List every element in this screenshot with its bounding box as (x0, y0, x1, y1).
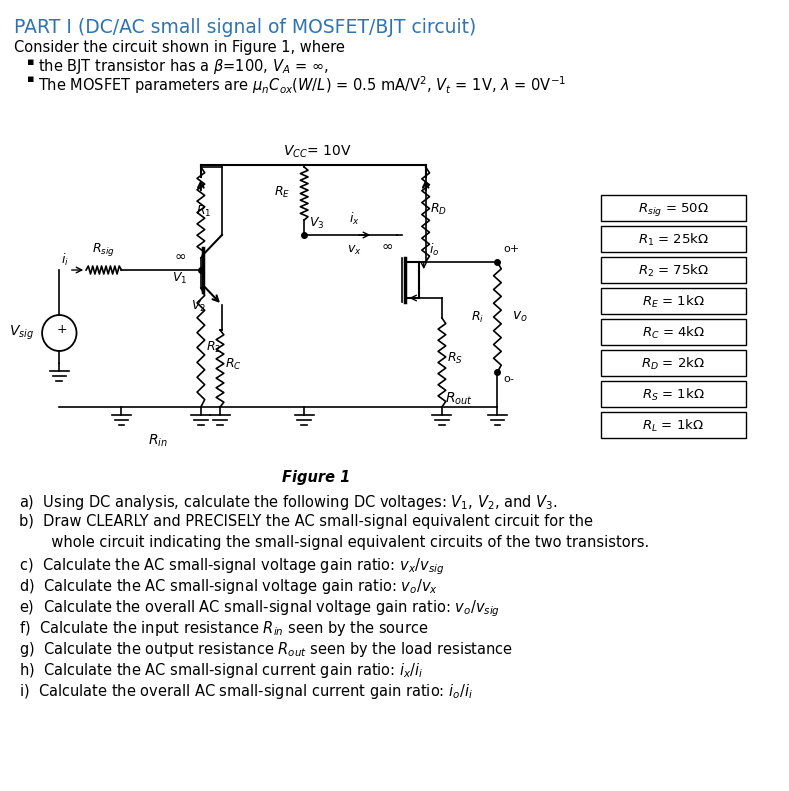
Text: ▪: ▪ (27, 57, 34, 67)
Text: $\infty$: $\infty$ (381, 239, 394, 253)
Bar (600, 412, 746, 438)
Text: $R_C$ = 4kΩ: $R_C$ = 4kΩ (641, 325, 705, 341)
Text: $\boldsymbol{R_{in}}$: $\boldsymbol{R_{in}}$ (148, 433, 168, 449)
Text: $R_{out}$: $R_{out}$ (445, 391, 473, 407)
Bar (600, 319, 746, 345)
Text: $R_D$: $R_D$ (431, 202, 447, 217)
Text: h)  Calculate the AC small-signal current gain ratio: $i_x$/$i_i$: h) Calculate the AC small-signal current… (19, 661, 424, 680)
Text: $V_1$: $V_1$ (172, 271, 188, 286)
Text: The MOSFET parameters are $\mu_n C_{ox}(W/L)$ = 0.5 mA/V$^2$, $V_t$ = 1V, $\lamb: The MOSFET parameters are $\mu_n C_{ox}(… (38, 74, 567, 96)
Text: $R_C$: $R_C$ (225, 357, 241, 372)
Text: $i_x$: $i_x$ (349, 211, 359, 227)
Text: f)  Calculate the input resistance $\boldsymbol{R_{in}}$ seen by the source: f) Calculate the input resistance $\bold… (19, 619, 428, 638)
Text: c)  Calculate the AC small-signal voltage gain ratio: $v_x$/$v_{sig}$: c) Calculate the AC small-signal voltage… (19, 556, 445, 577)
Text: the BJT transistor has a $\beta$=100, $V_A$ = $\infty$,: the BJT transistor has a $\beta$=100, $V… (38, 57, 329, 76)
Text: Consider the circuit shown in Figure 1, where: Consider the circuit shown in Figure 1, … (14, 40, 346, 55)
Bar (600, 381, 746, 407)
Text: $R_1$ = 25kΩ: $R_1$ = 25kΩ (638, 232, 709, 248)
Text: d)  Calculate the AC small-signal voltage gain ratio: $v_o$/$v_x$: d) Calculate the AC small-signal voltage… (19, 577, 438, 596)
Bar (600, 288, 746, 314)
Text: $R_D$ = 2kΩ: $R_D$ = 2kΩ (641, 356, 705, 372)
Text: Figure 1: Figure 1 (282, 470, 350, 485)
Text: $R_2$: $R_2$ (206, 339, 221, 354)
Text: $i_i$: $i_i$ (62, 252, 69, 268)
Text: $v_o$: $v_o$ (512, 310, 528, 324)
Text: whole circuit indicating the small-signal equivalent circuits of the two transis: whole circuit indicating the small-signa… (19, 535, 649, 550)
Text: ▪: ▪ (27, 74, 34, 84)
Text: $v_x$: $v_x$ (346, 244, 361, 257)
Text: $R_E$: $R_E$ (274, 184, 290, 199)
Text: $R_S$: $R_S$ (447, 351, 462, 366)
Text: $R_S$ = 1kΩ: $R_S$ = 1kΩ (642, 387, 705, 403)
Text: g)  Calculate the output resistance $\boldsymbol{R_{out}}$ seen by the load resi: g) Calculate the output resistance $\bol… (19, 640, 513, 659)
Text: b)  Draw CLEARLY and PRECISELY the AC small-signal equivalent circuit for the: b) Draw CLEARLY and PRECISELY the AC sma… (19, 514, 593, 529)
Text: o+: o+ (503, 244, 519, 254)
Text: $R_2$ = 75kΩ: $R_2$ = 75kΩ (638, 263, 709, 279)
Bar (600, 350, 746, 376)
Text: $V_2$: $V_2$ (191, 299, 207, 314)
Text: PART I (DC/AC small signal of MOSFET/BJT circuit): PART I (DC/AC small signal of MOSFET/BJT… (14, 18, 477, 37)
Text: $\infty$: $\infty$ (174, 249, 186, 263)
Text: $R_E$ = 1kΩ: $R_E$ = 1kΩ (642, 294, 705, 310)
Text: e)  Calculate the overall AC small-signal voltage gain ratio: $v_o$/$v_{sig}$: e) Calculate the overall AC small-signal… (19, 598, 500, 619)
Text: $R_{sig}$: $R_{sig}$ (92, 241, 114, 258)
Text: $V_{CC}$= 10V: $V_{CC}$= 10V (283, 144, 352, 160)
Text: $R_{sig}$ = 50Ω: $R_{sig}$ = 50Ω (638, 200, 709, 218)
Text: +: + (57, 323, 68, 335)
Text: $V_{sig}$: $V_{sig}$ (9, 324, 35, 343)
Text: a)  Using DC analysis, calculate the following DC voltages: $V_1$, $V_2$, and $V: a) Using DC analysis, calculate the foll… (19, 493, 558, 512)
Text: $R_1$: $R_1$ (196, 203, 211, 218)
Text: o-: o- (503, 374, 514, 384)
Text: $R_L$ = 1kΩ: $R_L$ = 1kΩ (642, 418, 705, 434)
Text: $R_i$: $R_i$ (471, 309, 484, 324)
Bar (600, 195, 746, 221)
Text: i)  Calculate the overall AC small-signal current gain ratio: $i_o$/$i_i$: i) Calculate the overall AC small-signal… (19, 682, 473, 701)
Bar (600, 257, 746, 283)
Bar (600, 226, 746, 252)
Text: $i_o$: $i_o$ (428, 242, 439, 258)
Text: $V_3$: $V_3$ (309, 216, 324, 231)
